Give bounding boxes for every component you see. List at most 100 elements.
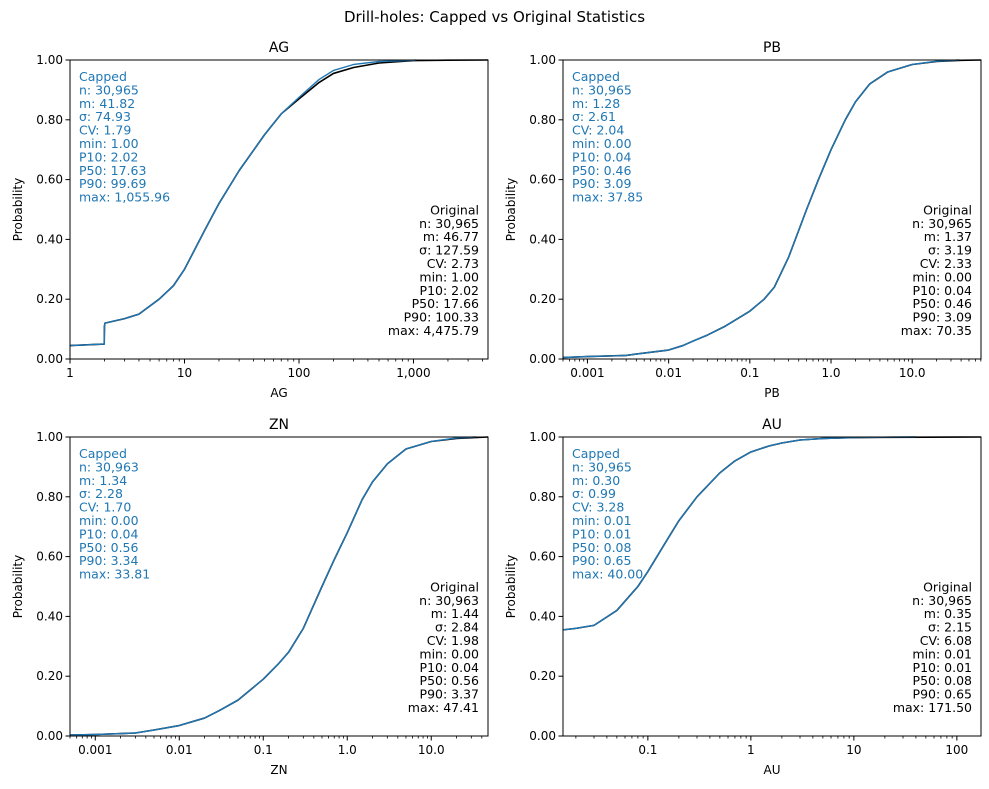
subplot-pb-capped-stat: P50: 0.46 [572,163,632,178]
subplot-au-original-stat: P50: 0.08 [913,673,973,688]
subplot-zn-y-tick-label: 0.40 [36,609,63,623]
subplot-ag-axes-frame [69,59,489,360]
subplot-ag-y-tick-label: 0.60 [36,173,63,187]
subplot-ag-original-stat: max: 4,475.79 [388,323,479,338]
subplot-zn-capped-stat: m: 1.34 [79,473,127,488]
subplot-ag-x-tick-label: 10 [177,366,192,380]
subplot-ag-original-stat: P50: 17.66 [412,296,479,311]
subplot-au-original-stat: min: 0.01 [912,646,972,661]
subplot-zn-x-tick-label: 0.001 [78,743,112,757]
subplot-zn-y-tick-label: 1.00 [36,430,63,444]
subplot-pb-title: PB [763,40,781,56]
subplot-ag-original-stat: m: 46.77 [423,229,479,244]
subplot-au-capped-stat: P90: 0.65 [572,553,631,568]
subplot-pb-original-stat: P90: 3.09 [913,310,973,325]
subplot-pb-x-axis-label: PB [764,386,779,400]
subplot-zn-y-tick-label: 0.20 [36,669,63,683]
subplot-ag-x-tick-label: 100 [288,366,311,380]
subplot-zn-capped-stat: Capped [79,446,127,461]
subplot-ag-original-stat: min: 1.00 [419,269,479,284]
subplot-pb-original-stat: CV: 2.33 [920,256,972,271]
subplot-pb-original-stat: Original [923,202,972,217]
subplot-au-capped-stat: n: 30,965 [572,459,632,474]
subplot-au-capped-stat: Capped [572,446,620,461]
subplot-zn-original-stat: CV: 1.98 [427,633,479,648]
subplot-au-x-axis-label: AU [764,763,781,777]
subplot-ag-y-axis-label: Probability [11,178,25,241]
subplot-zn-capped-stat: max: 33.81 [79,567,150,582]
subplot-au-y-tick-label: 1.00 [529,430,556,444]
subplot-au-y-tick-label: 0.80 [529,490,556,504]
subplot-ag-y-tick-label: 1.00 [36,53,63,67]
subplot-ag-y-tick-label: 0.00 [36,352,63,366]
subplot-zn-original-stat: n: 30,963 [419,593,479,608]
subplot-pb-series-capped [562,59,960,359]
subplot-ag-original-stat: Original [430,202,479,217]
subplot-pb-capped-stat: min: 0.00 [572,136,632,151]
subplot-au-x-tick-label: 1 [747,743,755,757]
subplot-pb-y-tick-label: 0.20 [529,292,556,306]
subplot-pb-y-axis-label: Probability [504,178,518,241]
subplot-pb-original-stat: P10: 0.04 [913,283,973,298]
subplot-au-y-tick-label: 0.20 [529,669,556,683]
subplot-ag-original-stat: P10: 2.02 [420,283,479,298]
subplot-zn-capped-stat: σ: 2.28 [79,486,123,501]
subplot-pb-y-tick-label: 0.60 [529,173,556,187]
subplot-pb-x-tick-label: 0.001 [570,366,604,380]
subplot-zn-capped-stat: n: 30,963 [79,459,139,474]
subplot-au: 0.1 1 10 100 0.00 0.20 0.40 0.60 0.80 1.00 AU AU Pro… [504,417,982,777]
subplot-ag-capped-stat: m: 41.82 [79,96,135,111]
subplot-au-capped-stat: max: 40.00 [572,567,643,582]
subplot-ag-original-stat: CV: 2.73 [427,256,479,271]
subplot-pb-capped-stat: max: 37.85 [572,190,643,205]
subplot-au-y-tick-label: 0.60 [529,550,556,564]
subplot-pb-x-tick-label: 0.1 [740,366,759,380]
subplot-au-original-stat: σ: 2.15 [928,620,972,635]
subplot-zn-title: ZN [269,417,289,433]
subplot-pb-y-tick-label: 1.00 [529,53,556,67]
subplot-pb-capped-stat: Capped [572,69,620,84]
subplot-zn-y-tick-label: 0.00 [36,729,63,743]
subplot-pb-capped-stat: P90: 3.09 [572,176,632,191]
subplot-ag-x-axis-label: AG [270,386,287,400]
subplot-zn-series-capped [69,436,476,736]
subplot-zn-y-tick-label: 0.60 [36,550,63,564]
subplot-au-original-stat: P10: 0.01 [913,660,972,675]
subplot-ag: 1 10 100 1,000 0.00 0.20 0.40 0.60 0.80 1.00 AG AG P… [11,40,489,400]
subplot-ag-capped-stat: P10: 2.02 [79,149,138,164]
subplot-ag-capped-stat: P90: 99.69 [79,176,146,191]
subplot-pb-original-stat: max: 70.35 [901,323,972,338]
subplot-pb-original-stat: σ: 3.19 [928,243,972,258]
subplot-au-y-tick-label: 0.40 [529,609,556,623]
panels: 1 10 100 1,000 0.00 0.20 0.40 0.60 0.80 1.00 AG AG P… [11,40,982,777]
subplot-zn-y-axis-label: Probability [11,555,25,618]
subplot-zn-x-tick-label: 0.1 [254,743,273,757]
subplot-au-capped-stat: CV: 3.28 [572,500,624,515]
subplot-zn-original-stat: max: 47.41 [408,700,479,715]
subplot-ag-x-tick-label: 1,000 [396,366,430,380]
subplot-ag-original-stat: σ: 127.59 [419,243,479,258]
subplot-zn-original-stat: P90: 3.37 [420,687,479,702]
subplot-ag-title: AG [269,40,289,56]
subplot-au-x-tick-label: 100 [945,743,968,757]
subplot-pb-y-tick-label: 0.40 [529,232,556,246]
subplot-pb-y-tick-label: 0.00 [529,352,556,366]
subplot-ag-capped-stat: P50: 17.63 [79,163,146,178]
subplot-au-original-stat: m: 0.35 [924,606,972,621]
subplot-zn-original-stat: P50: 0.56 [420,673,480,688]
subplot-pb-capped-stat: σ: 2.61 [572,109,616,124]
subplot-pb-capped-stat: n: 30,965 [572,82,632,97]
subplot-pb-x-tick-label: 1.0 [821,366,840,380]
subplot-au-x-tick-label: 0.1 [638,743,657,757]
subplot-zn-capped-stat: CV: 1.70 [79,500,131,515]
subplot-zn-original-stat: m: 1.44 [431,606,479,621]
subplot-pb-y-tick-label: 0.80 [529,113,556,127]
subplot-ag-original-stat: n: 30,965 [419,216,479,231]
subplot-ag-capped-stat: CV: 1.79 [79,123,131,138]
subplot-ag-capped-stat: min: 1.00 [79,136,139,151]
subplot-pb-capped-stat: P10: 0.04 [572,149,632,164]
subplot-pb-original-stat: m: 1.37 [924,229,972,244]
subplot-zn-original-stat: min: 0.00 [419,646,479,661]
subplot-zn: 0.001 0.01 0.1 1.0 10.0 0.00 0.20 0.40 0.60 0.80 1… [11,417,489,777]
